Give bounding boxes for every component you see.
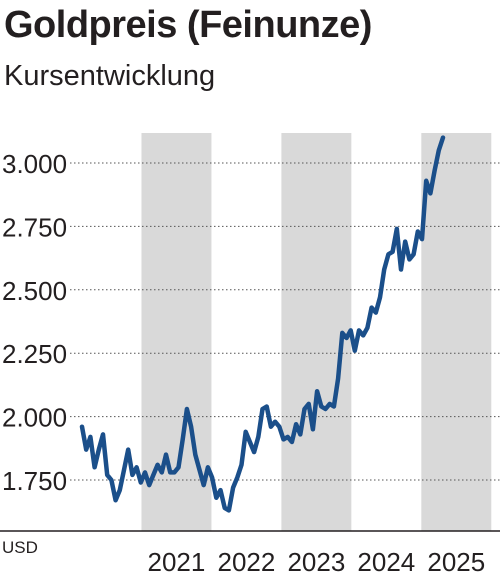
series: [79, 135, 446, 513]
y-tick-label: 1.750: [2, 466, 67, 496]
x-tick-label: 2023: [287, 547, 345, 577]
y-tick-labels: 1.750 2.000 2.250 2.500 2.750 3.000: [2, 149, 67, 496]
x-tick-label: 2024: [357, 547, 415, 577]
unit-label: USD: [2, 538, 38, 557]
chart-subtitle: Kursentwicklung: [4, 60, 216, 92]
year-band-2023: [281, 133, 352, 531]
x-tick-labels: 2021 2022 2023 2024 2025: [148, 547, 486, 577]
y-tick-label: 2.750: [2, 212, 67, 242]
chart-title: Goldpreis (Feinunze): [4, 4, 372, 46]
year-bands: [141, 133, 492, 531]
y-tick-label: 2.000: [2, 403, 67, 433]
x-tick-label: 2022: [217, 547, 275, 577]
x-tick-label: 2025: [427, 547, 485, 577]
x-tick-label: 2021: [148, 547, 206, 577]
y-tick-label: 3.000: [2, 149, 67, 179]
y-tick-label: 2.500: [2, 276, 67, 306]
year-band-2025: [421, 133, 492, 531]
y-tick-label: 2.250: [2, 339, 67, 369]
gold-price-line: [79, 135, 446, 513]
